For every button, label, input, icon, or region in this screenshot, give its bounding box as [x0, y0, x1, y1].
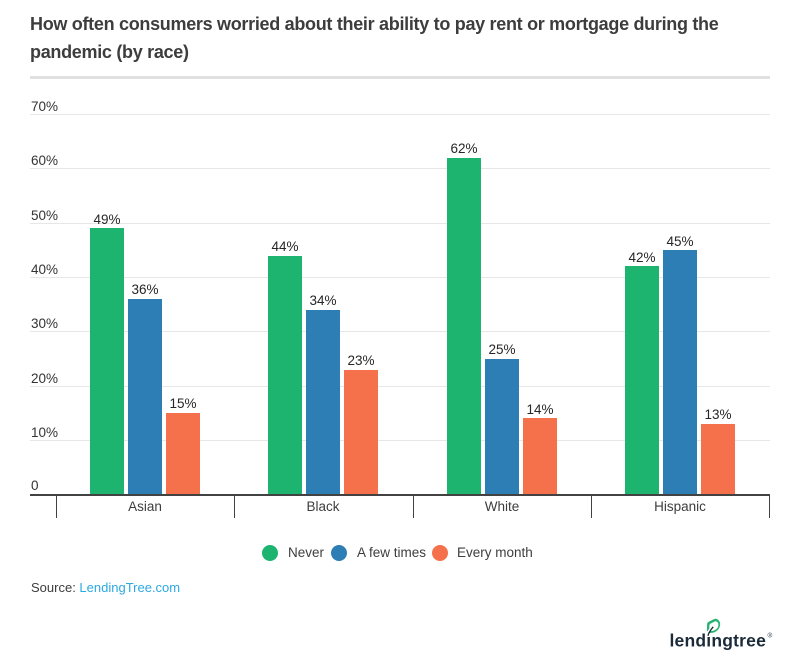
- svg-text:lendıngtree: lendıngtree: [670, 631, 767, 651]
- svg-text:®: ®: [768, 632, 773, 640]
